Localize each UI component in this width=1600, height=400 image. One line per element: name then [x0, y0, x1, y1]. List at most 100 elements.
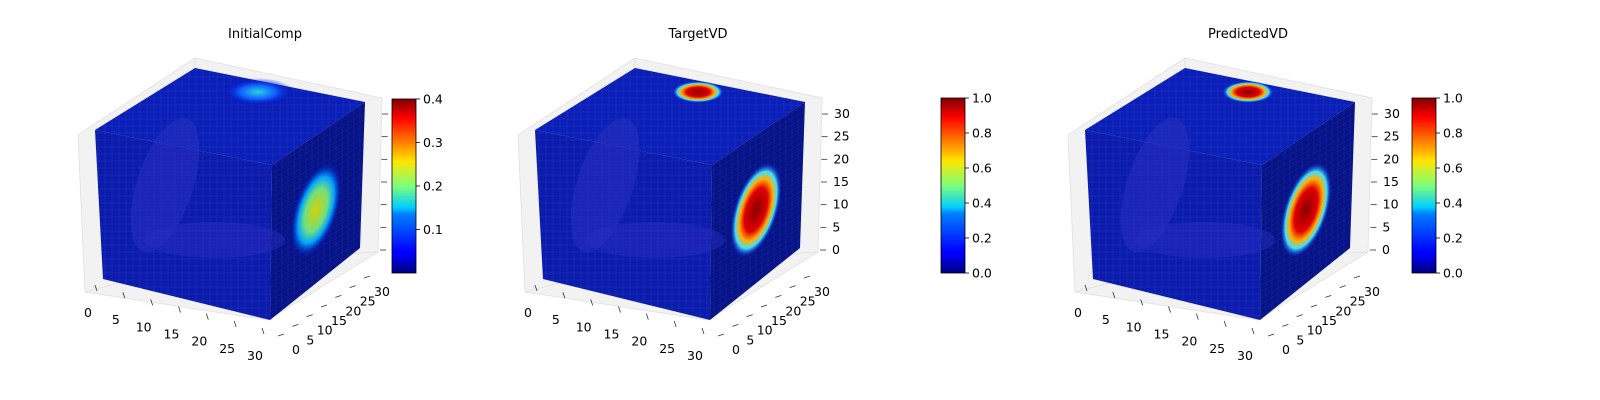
x-tick-label: 20 — [631, 334, 647, 349]
x-tick-label: 30 — [687, 348, 703, 363]
side-hotspot — [289, 161, 343, 259]
top-hotspot — [1222, 81, 1274, 103]
x-tick-label: 0 — [524, 305, 532, 320]
interior-shadow — [1135, 222, 1275, 258]
y-tick-mark — [1296, 314, 1303, 318]
z-tick-label: 20 — [1383, 151, 1399, 166]
z-tick-label: 20 — [833, 151, 849, 166]
x-tick-label: 25 — [219, 341, 235, 356]
colorbar-tick-label: 0.6 — [1443, 161, 1463, 176]
x-tick-label: 25 — [1209, 341, 1225, 356]
top-hotspot — [222, 78, 294, 106]
z-tick-label: 10 — [1383, 197, 1399, 212]
colorbar-tick-label: 0.4 — [972, 196, 992, 211]
x-tick-label: 10 — [136, 319, 152, 334]
x-tick-label: 25 — [659, 341, 675, 356]
x-tick-mark — [261, 327, 265, 335]
z-tick-label: 0 — [1382, 242, 1390, 257]
y-tick-label: 0 — [1282, 342, 1290, 357]
y-tick-label: 15 — [771, 313, 787, 328]
panel-title: InitialComp — [228, 27, 302, 42]
y-tick-mark — [1282, 323, 1289, 327]
x-tick-mark — [233, 320, 237, 327]
colorbar-tick-label: 0.2 — [972, 231, 992, 246]
y-tick-mark — [306, 314, 313, 318]
x-tick-mark — [590, 299, 594, 306]
x-tick-mark — [645, 313, 649, 320]
colorbar-tick-label: 0.8 — [972, 126, 992, 141]
side-hotspot — [1279, 161, 1333, 259]
z-tick-label: 5 — [832, 219, 840, 234]
y-tick-mark — [717, 333, 725, 337]
x-tick-label: 20 — [191, 334, 207, 349]
colorbar — [940, 97, 966, 274]
interior-shadow — [585, 222, 725, 258]
y-tick-mark — [746, 314, 753, 318]
z-tick-label: 10 — [833, 197, 849, 212]
y-tick-label: 30 — [1364, 284, 1380, 299]
x-tick-mark — [618, 306, 621, 313]
x-tick-mark — [1140, 299, 1144, 306]
top-hotspot — [672, 81, 724, 103]
y-tick-mark — [732, 323, 739, 327]
colorbar — [391, 98, 417, 274]
x-tick-mark — [205, 313, 209, 320]
y-tick-label: 10 — [1307, 323, 1323, 338]
panel-title: TargetVD — [667, 27, 727, 42]
y-tick-mark — [292, 323, 299, 327]
x-tick-mark — [1195, 313, 1199, 320]
y-tick-mark — [1310, 304, 1318, 308]
colorbar-tick-label: 0.2 — [423, 179, 443, 194]
interior-shadow — [145, 222, 285, 258]
x-tick-label: 10 — [576, 319, 592, 334]
y-tick-mark — [349, 285, 356, 289]
colorbar-tick-label: 0.6 — [972, 161, 992, 176]
z-tick-label: 30 — [834, 106, 850, 121]
y-tick-label: 10 — [317, 323, 333, 338]
y-tick-label: 5 — [746, 332, 754, 347]
colorbar-tick-label: 1.0 — [972, 91, 992, 106]
x-tick-label: 30 — [247, 348, 263, 363]
y-tick-mark — [335, 294, 342, 298]
y-tick-mark — [1267, 333, 1275, 337]
y-tick-mark — [1325, 294, 1332, 298]
y-tick-mark — [803, 275, 811, 279]
x-tick-label: 0 — [84, 305, 92, 320]
x-tick-label: 30 — [1237, 348, 1253, 363]
interior-shadow — [1120, 117, 1190, 253]
x-tick-label: 0 — [1074, 305, 1082, 320]
y-tick-mark — [1339, 285, 1346, 289]
x-tick-mark — [122, 292, 126, 299]
interior-shadow — [130, 117, 200, 253]
x-tick-label: 15 — [604, 327, 620, 342]
y-tick-label: 15 — [1321, 313, 1337, 328]
z-tick-label: 15 — [833, 174, 849, 189]
y-tick-mark — [320, 304, 328, 308]
colorbar-tick-label: 0.4 — [423, 92, 443, 107]
x-tick-label: 15 — [164, 327, 180, 342]
colorbar-tick-label: 0.0 — [1443, 266, 1463, 281]
x-tick-label: 5 — [1102, 312, 1110, 327]
z-tick-label: 15 — [1383, 174, 1399, 189]
y-tick-label: 25 — [800, 294, 816, 309]
y-tick-label: 30 — [814, 284, 830, 299]
x-tick-mark — [1168, 306, 1171, 313]
x-tick-mark — [1112, 292, 1116, 299]
y-tick-label: 20 — [1335, 303, 1351, 318]
y-tick-mark — [1353, 275, 1361, 279]
x-tick-mark — [673, 320, 677, 327]
y-tick-label: 0 — [292, 342, 300, 357]
x-tick-label: 10 — [1126, 319, 1142, 334]
colorbar-tick-label: 0.3 — [423, 135, 443, 150]
x-tick-mark — [1084, 284, 1088, 292]
z-tick-label: 30 — [1384, 106, 1400, 121]
colorbar-tick-label: 1.0 — [1443, 91, 1463, 106]
x-tick-mark — [562, 292, 566, 299]
side-hotspot — [729, 161, 783, 259]
x-tick-mark — [178, 306, 181, 313]
x-tick-mark — [1251, 327, 1255, 335]
interior-shadow — [570, 117, 640, 253]
